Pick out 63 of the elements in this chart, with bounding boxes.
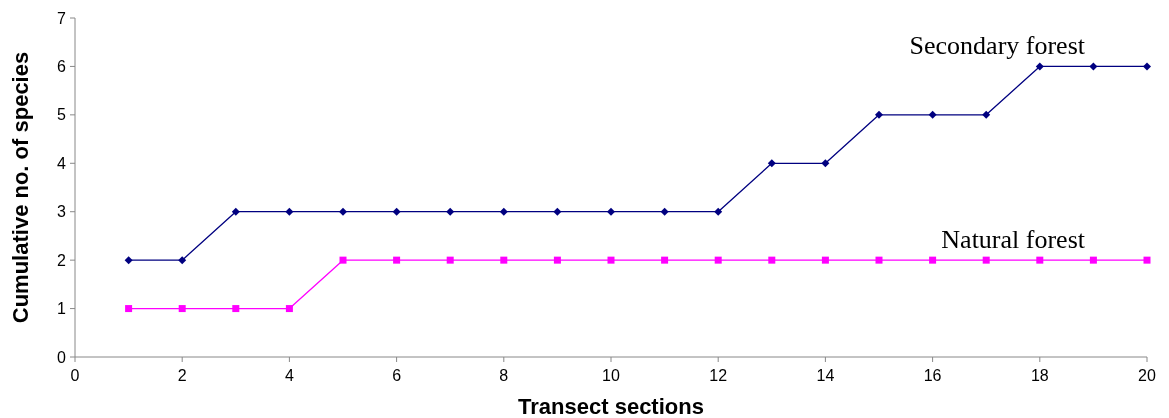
x-tick-label: 4 [284,367,294,384]
point [821,256,829,264]
y-tick-label: 7 [57,9,67,27]
y-axis-title: Cumulative no. of species [8,51,33,324]
x-tick-label: 6 [392,367,402,384]
point [232,305,240,313]
point [553,256,561,264]
x-tick-label: 8 [499,367,509,384]
y-tick-label: 5 [57,106,67,124]
point [392,207,401,216]
y-tick-label: 1 [57,300,67,318]
point [607,207,615,216]
point [500,256,508,264]
x-tick-label: 2 [177,367,187,384]
point [231,207,240,216]
y-tick-label: 3 [57,203,67,221]
point [1143,256,1151,264]
point [982,110,991,119]
y-tick-label: 2 [57,251,67,269]
point [1089,256,1097,264]
point [339,256,347,264]
y-tick-label: 4 [57,154,67,172]
point [178,305,186,313]
point [553,207,562,216]
y-tick-label: 0 [57,348,67,366]
x-tick-label: 0 [70,367,80,384]
point [928,110,937,119]
point [982,256,990,264]
point [285,207,294,216]
point [124,256,133,265]
x-tick-label: 10 [602,367,620,384]
point [767,159,776,168]
x-tick-label: 14 [816,367,835,384]
y-tick-label: 6 [57,58,67,76]
point [714,256,722,264]
series-label: Secondary forest [909,31,1086,61]
point [125,305,133,313]
point [607,256,615,264]
point [1143,62,1151,71]
point [178,256,187,265]
point [1036,256,1044,264]
point [339,207,347,216]
point [446,207,455,216]
point [929,256,937,264]
point [285,305,293,313]
point [875,110,883,119]
x-tick-label: 12 [709,367,728,384]
x-axis-title: Transect sections [518,394,704,418]
series-label: Natural forest [941,225,1086,255]
point [661,256,669,264]
x-tick-label: 16 [923,367,942,384]
x-tick-label: 20 [1138,367,1156,384]
point [499,207,508,216]
point [446,256,454,264]
point [821,159,830,168]
point [1035,62,1044,71]
point [1089,62,1098,71]
point [714,207,723,216]
point [393,256,401,264]
x-tick-label: 18 [1030,367,1049,384]
point [875,256,883,264]
point [660,207,669,216]
point [768,256,776,264]
